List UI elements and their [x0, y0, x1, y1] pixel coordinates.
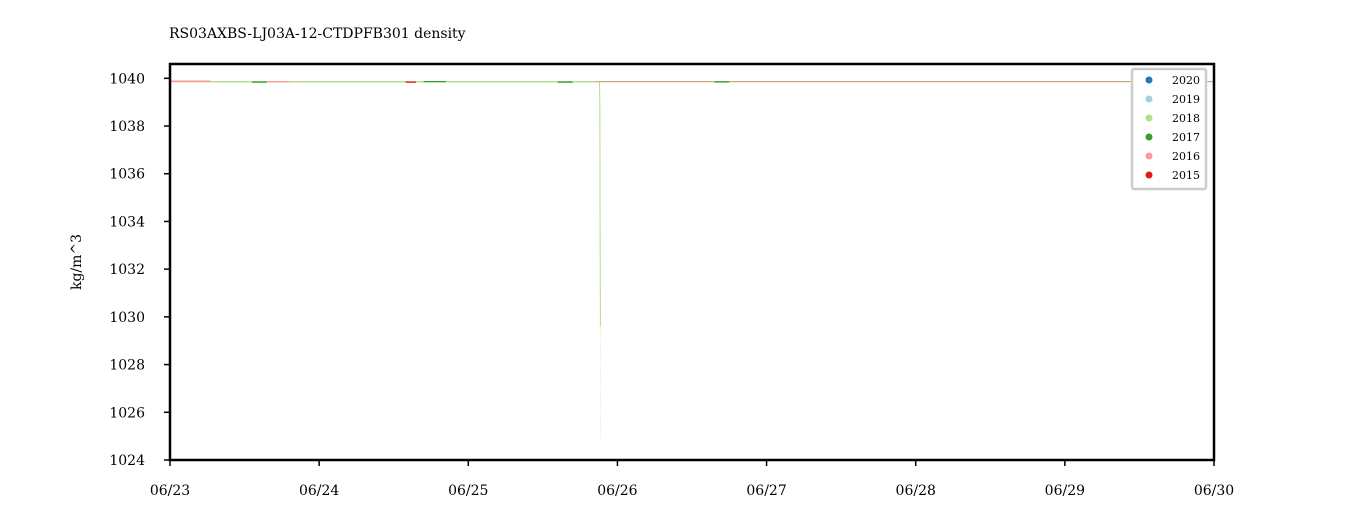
legend-marker-2017 — [1145, 133, 1153, 141]
legend-marker-2019 — [1145, 95, 1153, 103]
x-axis: 06/23 06/24 06/25 06/26 06/27 06/28 06/29 06/30 — [150, 460, 1234, 499]
x-tick-label: 06/24 — [299, 483, 339, 499]
chart-title: RS03AXBS-LJ03A-12-CTDPFB301 density — [169, 26, 466, 42]
legend-label-2016: 2016 — [1172, 150, 1200, 163]
plot-area — [170, 80, 1214, 441]
x-tick-label: 06/27 — [746, 483, 786, 499]
legend-marker-2015 — [1145, 171, 1153, 179]
x-tick-label: 06/29 — [1045, 483, 1085, 499]
y-tick-label: 1032 — [109, 262, 145, 278]
legend: 2020 2019 2018 2017 2016 2015 — [1130, 67, 1208, 191]
y-tick-label: 1040 — [109, 71, 145, 87]
y-axis: 1024 1026 1028 1030 1032 1034 1036 1038 1040 — [109, 71, 170, 469]
x-tick-label: 06/26 — [597, 483, 637, 499]
legend-label-2017: 2017 — [1172, 131, 1200, 144]
y-tick-label: 1026 — [109, 405, 145, 421]
legend-label-2018: 2018 — [1172, 112, 1200, 125]
y-tick-label: 1036 — [109, 167, 145, 183]
y-tick-label: 1028 — [109, 358, 145, 374]
x-tick-label: 06/28 — [896, 483, 936, 499]
y-tick-label: 1030 — [109, 310, 145, 326]
y-axis-label: kg/m^3 — [69, 234, 85, 290]
plot-frame — [168, 62, 1216, 462]
legend-marker-2020 — [1145, 76, 1153, 84]
legend-marker-2016 — [1145, 152, 1153, 160]
legend-label-2020: 2020 — [1172, 74, 1200, 87]
x-tick-label: 06/30 — [1194, 483, 1234, 499]
legend-marker-2018 — [1145, 114, 1153, 122]
legend-label-2015: 2015 — [1172, 169, 1200, 182]
y-tick-label: 1034 — [109, 214, 145, 230]
legend-label-2019: 2019 — [1172, 93, 1200, 106]
y-tick-label: 1024 — [109, 453, 145, 469]
y-tick-label: 1038 — [109, 119, 145, 135]
x-tick-label: 06/25 — [448, 483, 488, 499]
x-tick-label: 06/23 — [150, 483, 190, 499]
